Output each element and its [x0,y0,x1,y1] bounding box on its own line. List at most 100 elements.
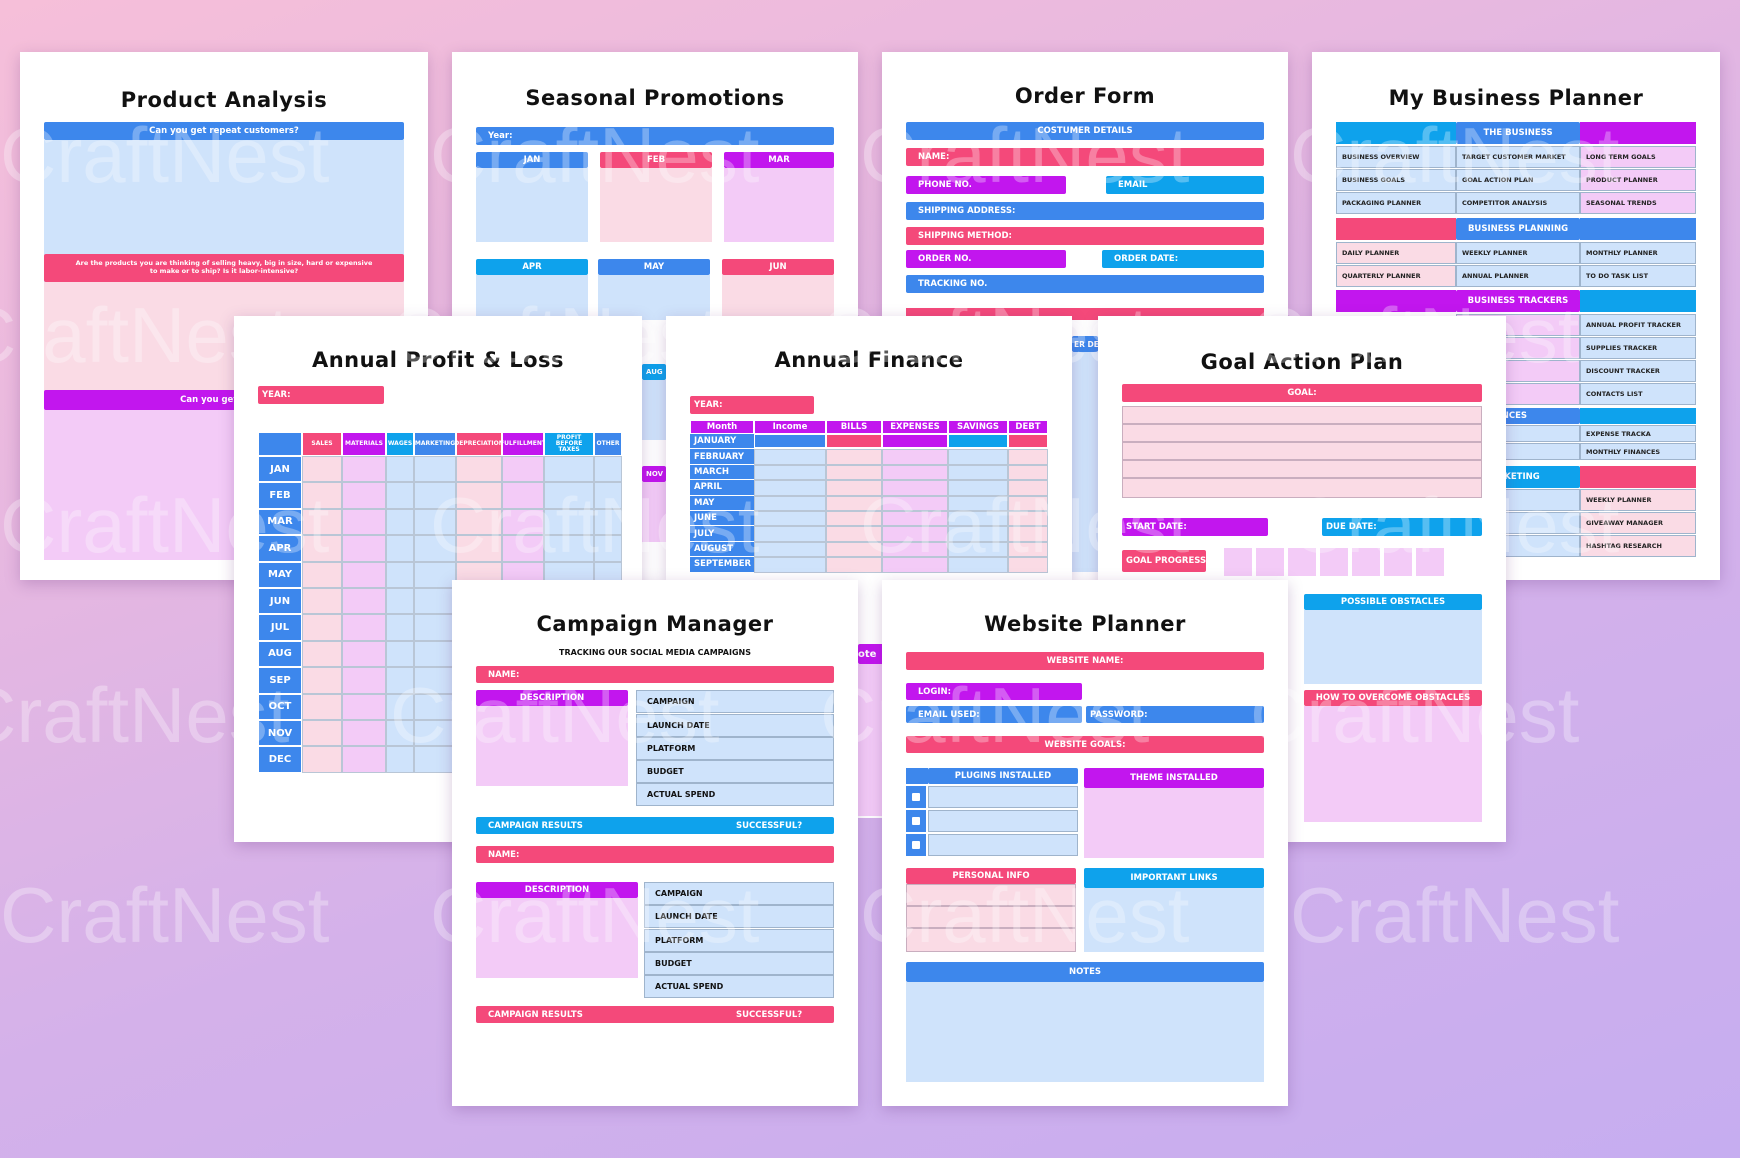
table-cell[interactable] [754,449,826,465]
goal-line[interactable] [1122,460,1482,478]
table-cell[interactable] [386,667,414,694]
table-cell[interactable] [342,508,386,536]
table-cell[interactable] [754,480,826,496]
plugin-row[interactable] [928,834,1078,856]
table-cell[interactable] [414,667,456,694]
table-cell[interactable] [414,588,456,615]
checkbox-icon[interactable] [906,810,926,832]
checkbox-icon[interactable] [906,834,926,856]
table-cell[interactable] [414,456,456,483]
planner-link[interactable]: EXPENSE TRACKA [1580,425,1696,442]
overcome-box[interactable] [1304,706,1482,822]
plugin-row[interactable] [928,786,1078,808]
planner-link[interactable]: ANNUAL PLANNER [1456,265,1580,287]
table-cell[interactable] [882,541,948,558]
campaign-name-field[interactable]: NAME: [476,666,834,683]
obstacles-box[interactable] [1304,610,1482,684]
table-cell[interactable] [754,557,826,573]
month-box[interactable] [724,168,834,242]
table-cell[interactable] [302,482,342,509]
table-cell[interactable] [948,511,1008,527]
table-cell[interactable] [386,720,414,747]
table-cell[interactable] [544,482,594,509]
table-cell[interactable] [826,449,882,465]
table-cell[interactable] [948,495,1008,511]
table-cell[interactable] [948,541,1008,558]
table-cell[interactable] [594,508,622,536]
description-box[interactable] [476,706,628,786]
campaign-name-field[interactable]: NAME: [476,846,834,863]
planner-link[interactable]: DAILY PLANNER [1336,242,1456,264]
table-cell[interactable] [502,456,544,483]
campaign-field[interactable]: CAMPAIGN [636,690,834,713]
platform-field[interactable]: PLATFORM [636,737,834,760]
table-cell[interactable] [342,746,386,773]
website-name-field[interactable]: WEBSITE NAME: [906,652,1264,670]
table-cell[interactable] [948,526,1008,542]
planner-link[interactable]: MONTHLY FINANCES [1580,443,1696,460]
planner-link[interactable]: QUARTERLY PLANNER [1336,265,1456,287]
start-date-field[interactable]: START DATE: [1122,518,1268,536]
month-box[interactable] [722,275,834,322]
table-cell[interactable] [342,482,386,509]
table-cell[interactable] [882,449,948,465]
budget-field[interactable]: BUDGET [644,952,834,975]
table-cell[interactable] [414,535,456,562]
campaign-field[interactable]: CAMPAIGN [644,882,834,905]
order-number-field[interactable]: ORDER NO. [906,250,1066,268]
planner-link[interactable]: HASHTAG RESEARCH [1580,535,1696,557]
table-cell[interactable] [882,480,948,496]
actual-spend-field[interactable]: ACTUAL SPEND [636,783,834,806]
table-cell[interactable] [948,480,1008,496]
table-cell[interactable] [754,526,826,542]
planner-link[interactable]: PRODUCT PLANNER [1580,169,1696,191]
table-cell[interactable] [754,541,826,558]
table-cell[interactable] [826,464,882,481]
personal-info-row[interactable] [906,884,1076,906]
table-cell[interactable] [1008,557,1048,573]
table-cell[interactable] [302,720,342,747]
table-cell[interactable] [544,508,594,536]
table-cell[interactable] [342,535,386,562]
table-cell[interactable] [1008,464,1048,481]
planner-link[interactable]: MONTHLY PLANNER [1580,242,1696,264]
table-cell[interactable] [302,640,342,668]
planner-link[interactable]: TO DO TASK LIST [1580,265,1696,287]
progress-box[interactable] [1352,548,1380,576]
table-cell[interactable] [1008,480,1048,496]
month-box[interactable] [642,380,666,440]
planner-link[interactable]: COMPETITOR ANALYSIS [1456,192,1580,214]
table-cell[interactable] [342,614,386,641]
table-cell[interactable] [414,693,456,720]
goal-line[interactable] [1122,442,1482,460]
order-date-field[interactable]: ORDER DATE: [1102,250,1264,268]
table-cell[interactable] [456,456,502,483]
progress-box[interactable] [1256,548,1284,576]
launch-date-field[interactable]: LAUNCH DATE [644,905,834,928]
table-cell[interactable] [882,526,948,542]
table-cell[interactable] [456,508,502,536]
table-cell[interactable] [1008,541,1048,558]
description-box[interactable] [476,898,638,978]
login-field[interactable]: LOGIN: [906,683,1082,700]
year-field[interactable]: YEAR: [690,396,814,414]
checkbox-icon[interactable] [906,786,926,808]
table-cell[interactable] [302,561,342,588]
links-box[interactable] [1084,888,1264,952]
due-date-field[interactable]: DUE DATE: [1322,518,1482,536]
progress-box[interactable] [1288,548,1316,576]
table-cell[interactable] [342,588,386,615]
table-cell[interactable] [594,535,622,562]
table-cell[interactable] [302,456,342,483]
table-cell[interactable] [386,693,414,720]
table-cell[interactable] [754,464,826,481]
website-goals-field[interactable]: WEBSITE GOALS: [906,736,1264,753]
table-cell[interactable] [456,482,502,509]
planner-link[interactable]: WEEKLY PLANNER [1456,242,1580,264]
planner-link[interactable]: PACKAGING PLANNER [1336,192,1456,214]
platform-field[interactable]: PLATFORM [644,929,834,952]
table-cell[interactable] [414,561,456,588]
table-cell[interactable] [386,614,414,641]
progress-box[interactable] [1384,548,1412,576]
table-cell[interactable] [386,588,414,615]
